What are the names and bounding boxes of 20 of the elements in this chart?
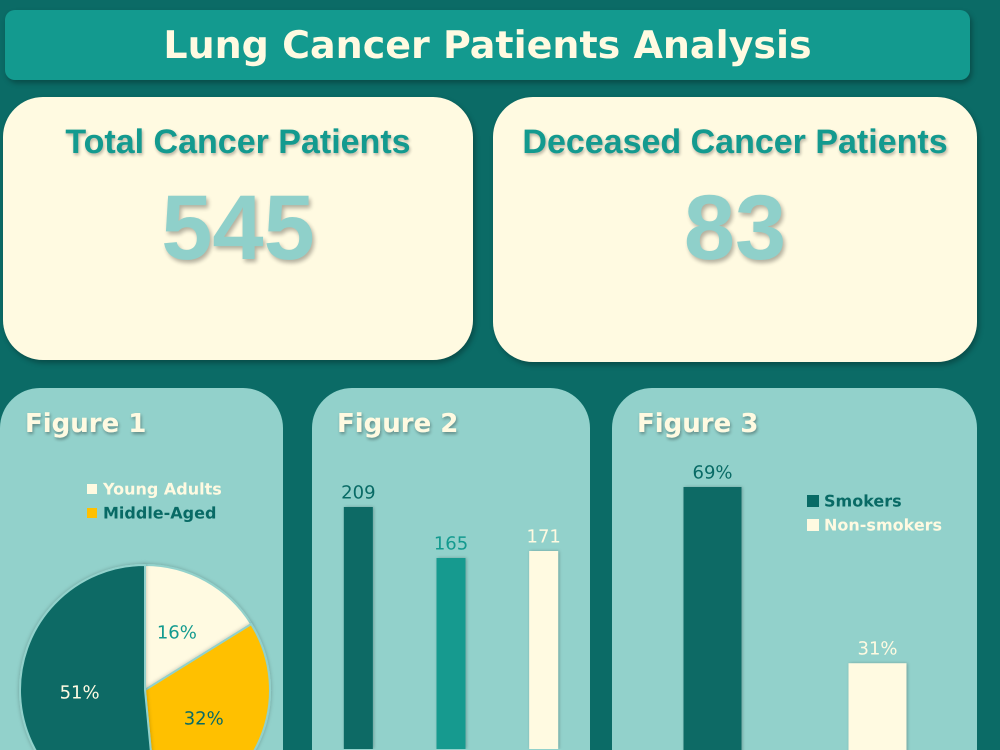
chart-title: Figure 3	[637, 409, 758, 439]
text: Total Cancer Patients	[64, 123, 412, 162]
data-label: 16%	[156, 622, 197, 644]
data-label: 209	[341, 482, 376, 504]
data-label: 171	[526, 526, 561, 548]
legend-label: Non-smokers	[824, 516, 942, 534]
chart-title: Figure 2	[337, 409, 458, 439]
legend-label: Smokers	[824, 492, 902, 510]
legend-label: Young Adults	[102, 480, 222, 498]
data-label: 51%	[60, 682, 100, 704]
text: Lung Cancer Patients Analysis	[5, 10, 970, 80]
data-label: 32%	[184, 708, 224, 730]
text: 545	[160, 176, 316, 281]
data-label: 69%	[692, 462, 733, 484]
data-label: 165	[434, 533, 468, 554]
text: 83	[682, 176, 788, 281]
chart-title: Figure 1	[25, 409, 146, 439]
text: Deceased Cancer Patients	[521, 123, 949, 162]
legend-label: Middle-Aged	[103, 504, 216, 522]
data-label: 31%	[857, 638, 898, 660]
